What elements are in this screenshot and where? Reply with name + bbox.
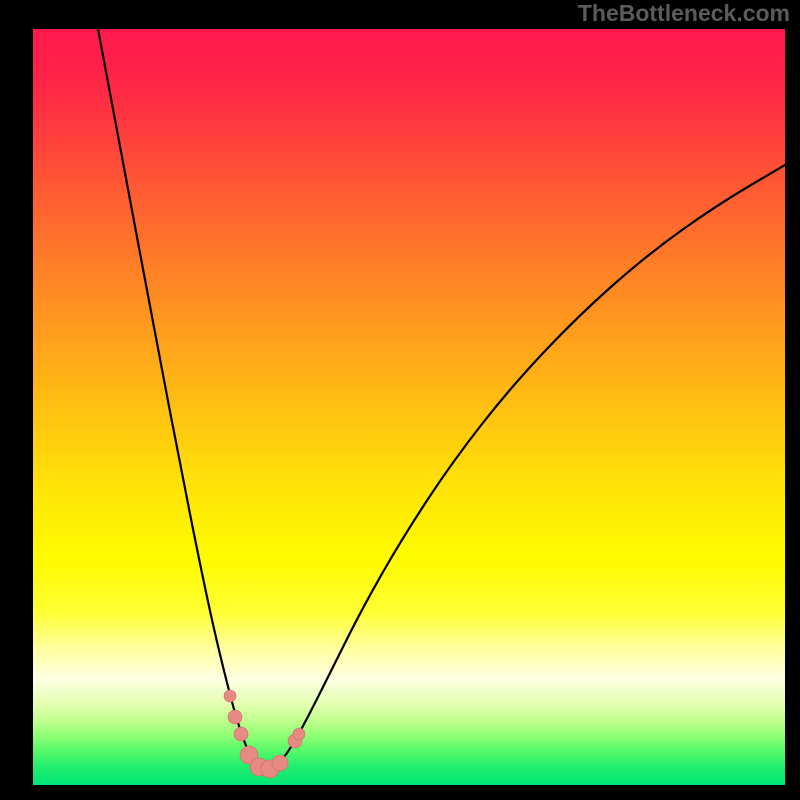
data-point <box>224 690 236 702</box>
data-point <box>293 728 305 740</box>
data-point <box>228 710 242 724</box>
watermark-text: TheBottleneck.com <box>578 0 790 27</box>
gradient-background <box>33 29 785 785</box>
plot-svg <box>33 29 785 785</box>
chart-frame: TheBottleneck.com <box>0 0 800 800</box>
plot-area <box>33 29 785 785</box>
data-point <box>234 727 248 741</box>
data-point <box>272 755 288 771</box>
